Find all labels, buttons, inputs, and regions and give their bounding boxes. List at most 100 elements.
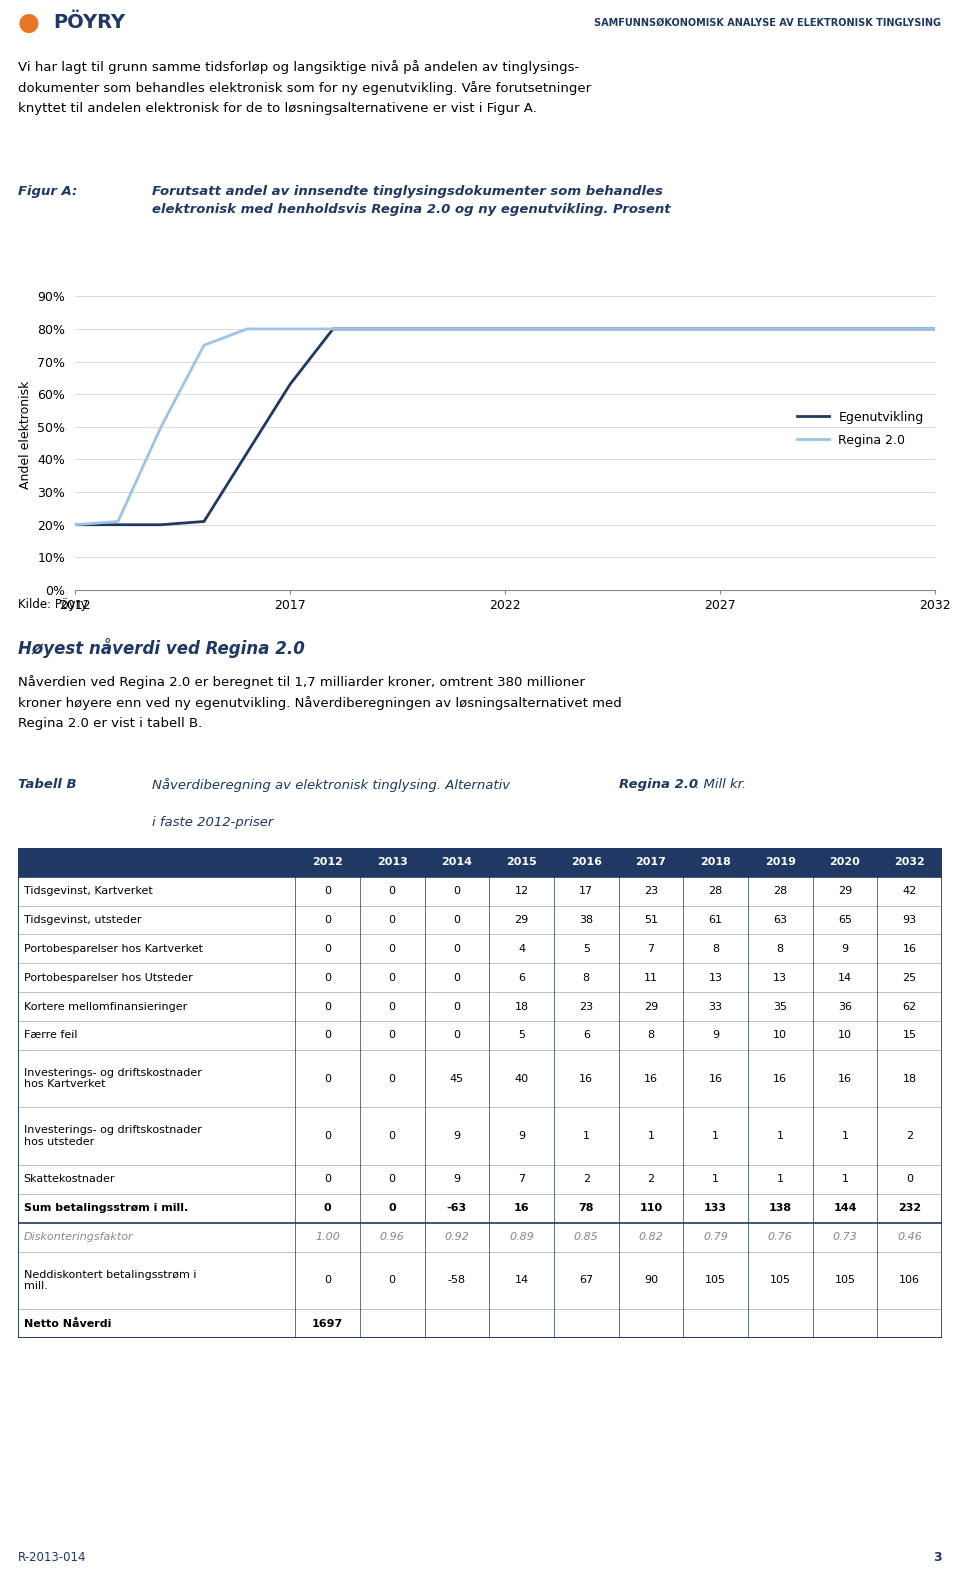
Bar [618,877,684,905]
Bar [877,964,942,993]
Bar [296,848,360,877]
Text: 16: 16 [774,1073,787,1084]
Text: 93: 93 [902,915,917,924]
Bar [490,848,554,877]
Text: 78: 78 [579,1203,594,1213]
Text: 1: 1 [777,1132,783,1141]
Text: 8: 8 [777,943,784,955]
Bar [490,1222,554,1252]
Text: Tidsgevinst, utsteder: Tidsgevinst, utsteder [24,915,141,924]
Text: 16: 16 [838,1073,852,1084]
Bar [490,993,554,1021]
Text: 13: 13 [774,972,787,983]
Text: . Mill kr.: . Mill kr. [695,777,747,792]
Bar [748,1309,813,1338]
Text: Diskonteringsfaktor: Diskonteringsfaktor [24,1232,133,1243]
Bar [618,1021,684,1050]
Text: 138: 138 [769,1203,792,1213]
Text: 2017: 2017 [636,858,666,867]
Text: 8: 8 [647,1031,655,1040]
Text: Forutsatt andel av innsendte tinglysingsdokumenter som behandles
elektronisk med: Forutsatt andel av innsendte tinglysings… [152,185,671,217]
Text: 7: 7 [647,943,655,955]
Text: 42: 42 [902,886,917,896]
Bar [360,964,424,993]
Bar [618,964,684,993]
Text: 8: 8 [712,943,719,955]
Text: 0: 0 [389,915,396,924]
Bar [813,964,877,993]
Bar [424,848,490,877]
Text: 0: 0 [324,1175,331,1184]
Bar [18,1165,296,1194]
Text: i faste 2012-priser: i faste 2012-priser [152,817,274,829]
Text: 0: 0 [324,1002,331,1012]
Bar [18,877,296,905]
Text: Nåverdien ved Regina 2.0 er beregnet til 1,7 milliarder kroner, omtrent 380 mill: Nåverdien ved Regina 2.0 er beregnet til… [18,674,622,730]
Text: 2018: 2018 [700,858,732,867]
Bar [360,1222,424,1252]
Bar [813,1252,877,1309]
Text: 0: 0 [389,972,396,983]
Bar [877,1252,942,1309]
Text: Vi har lagt til grunn samme tidsforløp og langsiktige nivå på andelen av tinglys: Vi har lagt til grunn samme tidsforløp o… [18,60,591,114]
Bar [360,1309,424,1338]
Text: 0: 0 [453,915,461,924]
Text: 1: 1 [777,1175,783,1184]
Text: 105: 105 [834,1276,855,1285]
Legend: Egenutvikling, Regina 2.0: Egenutvikling, Regina 2.0 [792,405,928,451]
Bar [360,1194,424,1222]
Text: 0.96: 0.96 [380,1232,405,1243]
Text: 25: 25 [902,972,917,983]
Text: 8: 8 [583,972,589,983]
Text: 13: 13 [708,972,723,983]
Bar [490,1252,554,1309]
Bar [813,877,877,905]
Bar [18,1050,296,1108]
Text: 16: 16 [644,1073,658,1084]
Bar [296,905,360,934]
Bar [360,905,424,934]
Text: 1: 1 [842,1175,849,1184]
Bar [813,1050,877,1108]
Text: 2013: 2013 [377,858,408,867]
Text: Nåverdiberegning av elektronisk tinglysing. Alternativ: Nåverdiberegning av elektronisk tinglysi… [152,777,515,792]
Bar [813,993,877,1021]
Bar [554,1050,618,1108]
Text: 0: 0 [324,1276,331,1285]
Text: 232: 232 [899,1203,922,1213]
Text: 0.79: 0.79 [703,1232,728,1243]
Text: 2012: 2012 [312,858,343,867]
Text: 90: 90 [644,1276,658,1285]
Bar [296,1194,360,1222]
Text: 1697: 1697 [312,1319,343,1328]
Bar [424,1222,490,1252]
Bar [813,934,877,964]
Text: 38: 38 [579,915,593,924]
Text: 5: 5 [583,943,589,955]
Bar [490,1194,554,1222]
Bar [296,934,360,964]
Bar [748,1222,813,1252]
Bar [18,848,296,877]
Bar [360,934,424,964]
Text: 29: 29 [838,886,852,896]
Bar [18,1108,296,1165]
Text: 61: 61 [708,915,723,924]
Text: 0: 0 [389,943,396,955]
Bar [748,848,813,877]
Bar [490,905,554,934]
Text: 40: 40 [515,1073,529,1084]
Text: 15: 15 [902,1031,917,1040]
Text: PÖYRY: PÖYRY [53,13,125,32]
Bar [748,1165,813,1194]
Bar [18,1222,296,1252]
Text: Investerings- og driftskostnader
hos Kartverket: Investerings- og driftskostnader hos Kar… [24,1069,202,1089]
Text: 0: 0 [324,1203,331,1213]
Bar [618,1194,684,1222]
Text: 9: 9 [518,1132,525,1141]
Text: 28: 28 [773,886,787,896]
Text: 0: 0 [453,943,461,955]
Bar [554,848,618,877]
Bar [618,993,684,1021]
Bar [877,1021,942,1050]
